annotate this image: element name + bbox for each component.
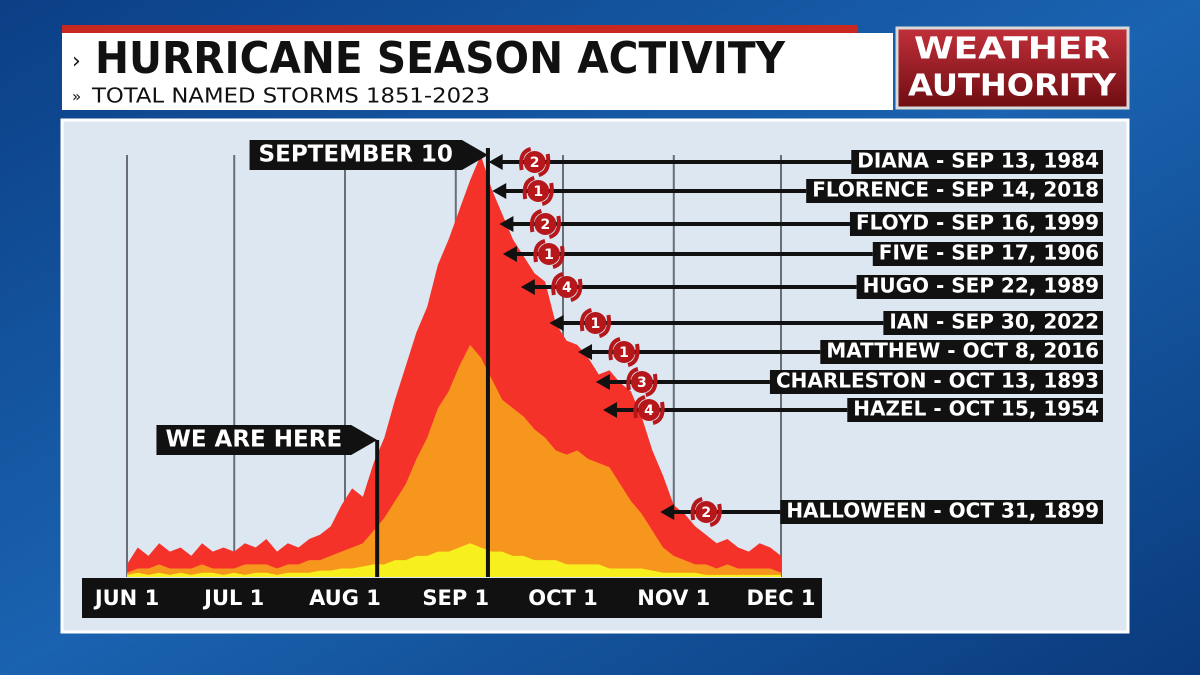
storm-icon-swirl [579, 308, 611, 338]
header-accent [62, 25, 858, 33]
x-tick-label: JUN 1 [93, 586, 159, 610]
header-chevron: › [72, 49, 81, 74]
storm-icon [638, 399, 661, 421]
storm-icon [555, 276, 578, 298]
storm-icon-swirl [633, 395, 665, 425]
arrow-head [502, 246, 517, 262]
storm-icon-swirl [529, 209, 561, 239]
storm-icon [695, 501, 718, 523]
storm-category: 3 [637, 375, 647, 391]
storm-icon [527, 180, 550, 202]
storm-label: FLOYD - SEP 16, 1999 [856, 211, 1099, 235]
arrow-head [660, 504, 675, 520]
storm-category: 2 [541, 217, 551, 233]
storm-label-box [883, 311, 1103, 335]
x-tick-label: SEP 1 [422, 586, 489, 610]
storm-label-box [851, 150, 1103, 174]
storm-icon-swirl [522, 176, 554, 206]
storm-label: FLORENCE - SEP 14, 2018 [812, 178, 1099, 202]
storm-icon-swirl [551, 272, 583, 302]
arrow-head [499, 216, 514, 232]
storm-icon-swirl [690, 497, 722, 527]
chart-subtitle: TOTAL NAMED STORMS 1851-2023 [91, 84, 490, 108]
arrow-head [488, 154, 503, 170]
storm-icon-swirl [519, 147, 551, 177]
x-tick-label: DEC 1 [746, 586, 815, 610]
storm-label-box [847, 398, 1103, 422]
arrow-head [492, 183, 507, 199]
storm-icon [523, 151, 546, 173]
arrow-head [603, 402, 618, 418]
arrow-head [520, 279, 535, 295]
x-tick-label: AUG 1 [309, 586, 381, 610]
storm-category: 1 [591, 316, 601, 332]
storm-label-box [872, 242, 1103, 266]
storm-category: 2 [530, 155, 540, 171]
x-tick-label: JUL 1 [202, 586, 264, 610]
storm-label: HUGO - SEP 22, 1989 [863, 274, 1099, 298]
storm-category: 2 [701, 505, 711, 521]
arrow-head [578, 344, 593, 360]
storm-label-box [820, 340, 1103, 364]
callout-label: WE ARE HERE [165, 427, 342, 453]
storm-label-box [849, 212, 1103, 236]
storm-icon [534, 213, 557, 235]
storm-icon-swirl [608, 337, 640, 367]
callout-box [249, 140, 488, 170]
storm-label: HAZEL - OCT 15, 1954 [853, 397, 1099, 421]
storm-category: 4 [562, 280, 572, 296]
storm-label: FIVE - SEP 17, 1906 [879, 241, 1099, 265]
subtitle-chevron: » [72, 88, 81, 106]
logo-box [895, 26, 1130, 110]
storm-category: 1 [619, 345, 629, 361]
storm-icon [613, 341, 636, 363]
storm-label-box [856, 275, 1103, 299]
plot: JUN 1 JUL 1 AUG 1 SEP 1 OCT 1 NOV 1 DEC 1 SEPTE… [82, 140, 1103, 618]
storm-label-box [769, 370, 1103, 394]
arrow-head [595, 374, 610, 390]
storm-label-box [806, 179, 1103, 203]
storm-label-box [780, 500, 1103, 524]
callout-box [156, 425, 378, 455]
x-tick-label: NOV 1 [637, 586, 710, 610]
arrow-head [549, 315, 564, 331]
chart-title: HURRICANE SEASON ACTIVITY [95, 33, 786, 84]
storm-icon-swirl [533, 239, 565, 269]
storm-icon [537, 243, 560, 265]
x-tick-label: OCT 1 [528, 586, 598, 610]
storm-category: 4 [644, 403, 654, 419]
x-axis-bar [82, 578, 822, 618]
storm-label: IAN - SEP 30, 2022 [889, 310, 1099, 334]
storm-label: HALLOWEEN - OCT 31, 1899 [786, 499, 1099, 523]
storm-label: DIANA - SEP 13, 1984 [857, 149, 1099, 173]
storm-label: MATTHEW - OCT 8, 2016 [826, 339, 1099, 363]
header-panel [62, 33, 893, 110]
logo-line1: WEATHER [914, 32, 1110, 67]
storm-category: 1 [533, 184, 543, 200]
area [127, 543, 781, 577]
storm-icon-swirl [626, 367, 658, 397]
storm-icon [584, 312, 607, 334]
area [127, 155, 781, 577]
storm-icon [630, 371, 653, 393]
logo-line2: AUTHORITY [908, 69, 1117, 104]
callout-label: SEPTEMBER 10 [259, 142, 453, 168]
storm-category: 1 [544, 247, 554, 263]
area [127, 344, 781, 577]
storm-label: CHARLESTON - OCT 13, 1893 [776, 369, 1099, 393]
